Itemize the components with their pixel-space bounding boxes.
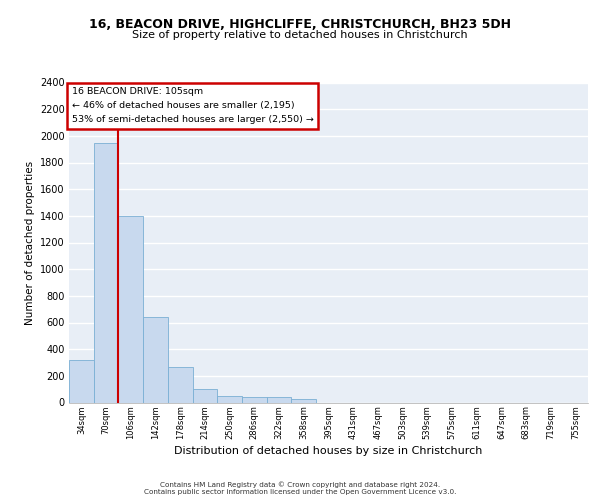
Text: Size of property relative to detached houses in Christchurch: Size of property relative to detached ho… (132, 30, 468, 40)
Text: Contains HM Land Registry data © Crown copyright and database right 2024.
Contai: Contains HM Land Registry data © Crown c… (144, 482, 456, 495)
Bar (94, 142, 118, 402)
Bar (217, 396, 242, 402)
Text: 16 BEACON DRIVE: 105sqm
← 46% of detached houses are smaller (2,195)
53% of semi: 16 BEACON DRIVE: 105sqm ← 46% of detache… (71, 88, 313, 124)
Bar (118, 216, 143, 402)
Bar (143, 317, 168, 402)
Bar (69, 360, 94, 403)
Y-axis label: Number of detached properties: Number of detached properties (25, 160, 35, 324)
Bar (292, 399, 316, 402)
Bar (193, 389, 217, 402)
Bar (242, 396, 267, 402)
Bar (267, 397, 292, 402)
X-axis label: Distribution of detached houses by size in Christchurch: Distribution of detached houses by size … (175, 446, 482, 456)
Bar (168, 366, 193, 402)
Text: 16, BEACON DRIVE, HIGHCLIFFE, CHRISTCHURCH, BH23 5DH: 16, BEACON DRIVE, HIGHCLIFFE, CHRISTCHUR… (89, 18, 511, 30)
